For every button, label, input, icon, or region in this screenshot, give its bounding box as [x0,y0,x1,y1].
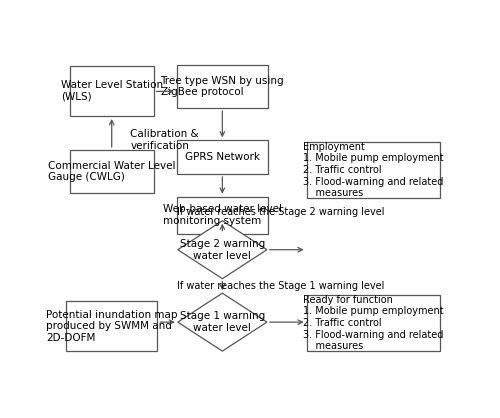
FancyBboxPatch shape [306,142,440,198]
Text: If water reaches the Stage 1 warning level: If water reaches the Stage 1 warning lev… [177,281,384,291]
Text: Water Level Station
(WLS): Water Level Station (WLS) [61,80,163,102]
Text: If water reaches the Stage 2 warning level: If water reaches the Stage 2 warning lev… [177,207,384,217]
FancyBboxPatch shape [70,150,154,194]
FancyBboxPatch shape [70,66,154,116]
FancyBboxPatch shape [66,301,158,351]
FancyBboxPatch shape [177,140,268,174]
Text: Commercial Water Level
Gauge (CWLG): Commercial Water Level Gauge (CWLG) [48,161,176,183]
Text: Ready for function
1. Mobile pump employment
2. Traffic control
3. Flood-warning: Ready for function 1. Mobile pump employ… [303,295,444,351]
Text: Stage 1 warning
water level: Stage 1 warning water level [180,311,265,333]
Text: Potential inundation map
produced by SWMM and
2D-DOFM: Potential inundation map produced by SWM… [46,310,178,343]
Polygon shape [178,221,267,279]
Text: Web-based water level
monitoring system: Web-based water level monitoring system [163,204,282,226]
Polygon shape [178,293,267,351]
FancyBboxPatch shape [306,295,440,351]
Text: GPRS Network: GPRS Network [185,152,260,162]
FancyBboxPatch shape [177,65,268,108]
Text: Tree type WSN by using
ZigBee protocol: Tree type WSN by using ZigBee protocol [160,76,284,97]
FancyBboxPatch shape [177,196,268,234]
Text: Stage 2 warning
water level: Stage 2 warning water level [180,239,265,260]
Text: Calibration &
verification: Calibration & verification [130,130,199,151]
Text: Employment
1. Mobile pump employment
2. Traffic control
3. Flood-warning and rel: Employment 1. Mobile pump employment 2. … [303,142,444,198]
